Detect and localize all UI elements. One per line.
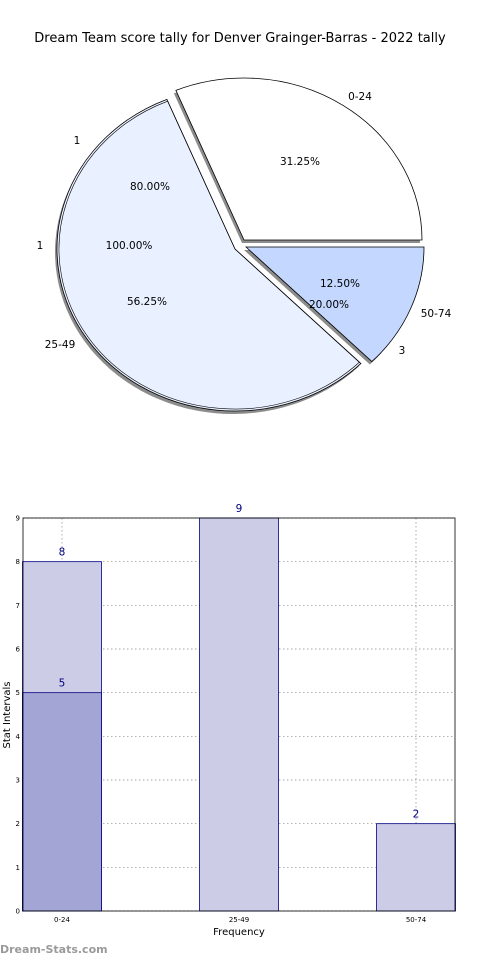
pie-inner-percent: 80.00%: [130, 181, 170, 193]
y-tick-label: 2: [16, 820, 20, 828]
plot-frame: [22, 517, 456, 912]
pie-inner-label: 1: [37, 240, 44, 252]
bar-25-49-series-0: [199, 517, 279, 912]
y-tick-label: 1: [16, 864, 20, 872]
y-axis-label: Stat Intervals: [2, 681, 13, 748]
pie-outer-label: 25-49: [45, 339, 76, 351]
x-tick-label: 0-24: [54, 916, 70, 924]
bar-value-label: 9: [236, 503, 243, 515]
y-tick-label: 7: [16, 602, 20, 610]
y-tick-label: 5: [16, 689, 20, 697]
pie-inner-label: 3: [399, 345, 406, 357]
pie-slice-0-24: [175, 77, 423, 241]
bar-50-74-series-0: [376, 823, 456, 912]
pie-inner-percent: 20.00%: [309, 299, 349, 311]
pie-slice-50-74: [244, 246, 425, 363]
chart-title: Dream Team score tally for Denver Graing…: [34, 31, 446, 46]
bar-value-label: 5: [59, 678, 66, 690]
pie-inner-label: 1: [74, 135, 81, 147]
pie-inner-percent: 100.00%: [106, 240, 153, 252]
pie-outer-percent: 56.25%: [127, 296, 167, 308]
pie-slice-25-49: [56, 98, 362, 412]
y-tick-label: 8: [16, 558, 20, 566]
y-tick-label: 4: [16, 733, 21, 741]
bar-value-label: 8: [59, 547, 66, 559]
x-tick-label: 25-49: [229, 916, 249, 924]
x-axis-label: Frequency: [213, 927, 265, 938]
x-tick-label: 50-74: [406, 916, 427, 924]
pie-outer-label: 0-24: [348, 91, 372, 103]
watermark: Dream-Stats.com: [0, 943, 108, 956]
pie-outer-percent: 31.25%: [280, 156, 320, 168]
y-tick-label: 0: [16, 908, 20, 916]
pie-outer-percent: 12.50%: [320, 278, 360, 290]
pie-inner-border: [58, 100, 360, 410]
y-tick-label: 3: [16, 777, 20, 785]
y-tick-label: 6: [16, 646, 21, 654]
bar-value-label: 2: [413, 809, 420, 821]
y-tick-label: 9: [16, 515, 20, 523]
pie-outer-label: 50-74: [421, 308, 452, 320]
bar-0-24-series-1: [22, 692, 102, 912]
